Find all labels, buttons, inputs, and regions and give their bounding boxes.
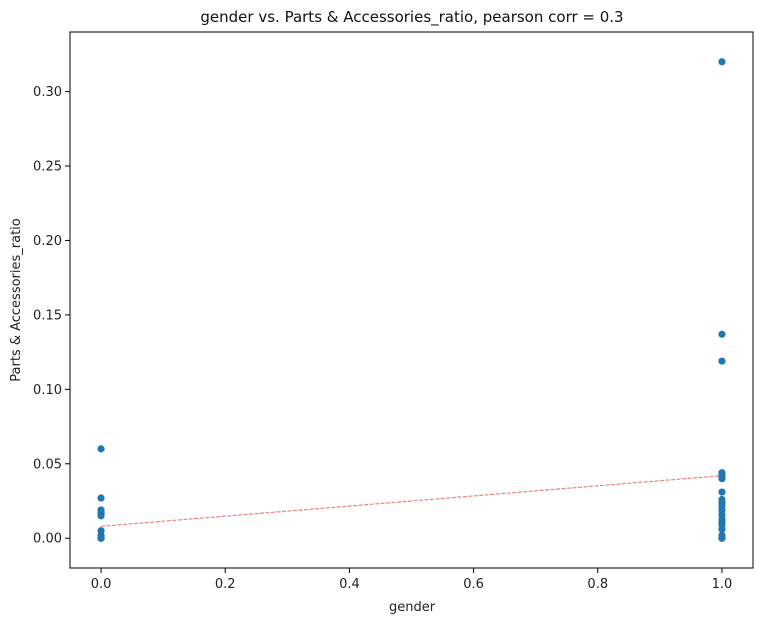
- y-axis-label: Parts & Accessories_ratio: [9, 218, 24, 382]
- x-tick-label: 0.2: [215, 577, 236, 592]
- axes-frame: [69, 31, 754, 569]
- x-tick-label: 0.0: [91, 577, 112, 592]
- x-tick-label: 1.0: [712, 577, 733, 592]
- x-tick-label: 0.8: [587, 577, 608, 592]
- x-axis-label: gender: [389, 600, 436, 615]
- y-tick-label: 0.15: [33, 308, 62, 323]
- plot-area: 0.0 0.2 0.4 0.6 0.8 1.0 0.000.050.100.150.200…: [33, 31, 754, 592]
- data-point: [718, 330, 726, 338]
- data-point: [718, 525, 726, 533]
- y-tick-label: 0.05: [33, 457, 62, 472]
- data-point: [718, 488, 726, 496]
- y-tick-label: 0.10: [33, 383, 62, 398]
- data-point: [97, 445, 105, 453]
- chart-title: gender vs. Parts & Accessories_ratio, pe…: [200, 8, 623, 27]
- data-point: [718, 475, 726, 483]
- y-tick-label: 0.00: [33, 532, 62, 547]
- y-axis-ticks: 0.00 0.05 0.10 0.15 0.20 0.25 0.30: [33, 85, 70, 547]
- y-tick-label: 0.20: [33, 234, 62, 249]
- y-tick-label: 0.30: [33, 85, 62, 100]
- x-axis-ticks: 0.0 0.2 0.4 0.6 0.8 1.0: [91, 568, 733, 592]
- points-layer: [97, 58, 726, 542]
- trendline-layer: [100, 475, 723, 527]
- data-point: [97, 534, 105, 542]
- data-point: [97, 512, 105, 520]
- x-tick-label: 0.4: [339, 577, 360, 592]
- data-point: [718, 58, 726, 66]
- y-tick-label: 0.25: [33, 160, 62, 175]
- data-point: [718, 357, 726, 365]
- data-point: [97, 494, 105, 502]
- trendline: [100, 475, 723, 527]
- x-tick-label: 0.6: [463, 577, 484, 592]
- data-point: [718, 534, 726, 542]
